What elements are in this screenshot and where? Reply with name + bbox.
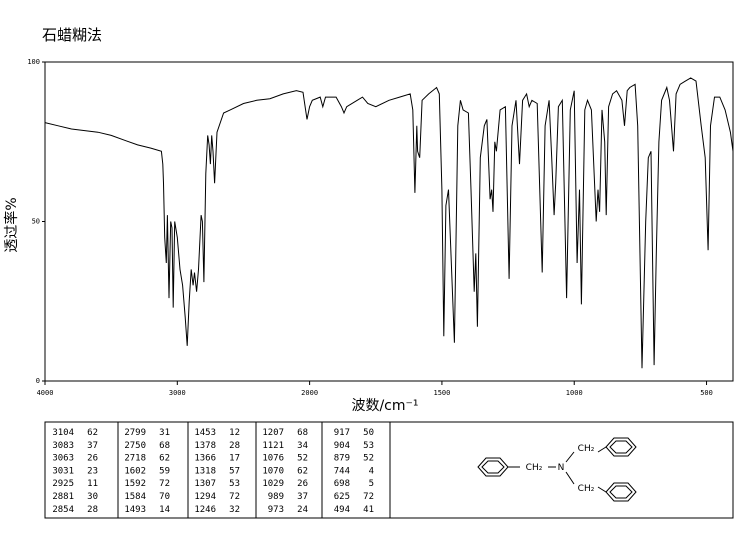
peak-transmittance: 14 <box>159 505 170 515</box>
structure-label: CH₂ <box>578 484 595 494</box>
peak-wavenumber: 3083 <box>52 441 74 451</box>
peak-transmittance: 31 <box>159 428 170 438</box>
peak-wavenumber: 1076 <box>262 454 284 464</box>
peak-wavenumber: 1029 <box>262 479 284 489</box>
peak-wavenumber: 1378 <box>194 441 216 451</box>
peak-transmittance: 62 <box>159 454 170 464</box>
peak-wavenumber: 1246 <box>194 505 216 515</box>
peak-wavenumber: 1584 <box>124 492 146 502</box>
peak-wavenumber: 1592 <box>124 479 146 489</box>
peak-transmittance: 59 <box>159 466 170 476</box>
peak-wavenumber: 3063 <box>52 454 74 464</box>
peak-transmittance: 26 <box>87 454 98 464</box>
spectrum-line <box>44 77 734 369</box>
peak-wavenumber: 1318 <box>194 466 216 476</box>
peak-transmittance: 28 <box>87 505 98 515</box>
peak-wavenumber: 2881 <box>52 492 74 502</box>
peak-wavenumber: 1294 <box>194 492 216 502</box>
structure-label: N <box>558 463 565 473</box>
y-tick-label: 0 <box>36 377 40 385</box>
peak-wavenumber: 1366 <box>194 454 216 464</box>
peak-transmittance: 68 <box>159 441 170 451</box>
peak-wavenumber: 879 <box>334 454 350 464</box>
peak-transmittance: 5 <box>369 479 374 489</box>
peak-transmittance: 37 <box>87 441 98 451</box>
x-axis-label: 波数/cm⁻¹ <box>351 398 418 414</box>
peak-transmittance: 32 <box>229 505 240 515</box>
y-tick-label: 50 <box>32 218 40 226</box>
table-frame <box>44 421 734 519</box>
peak-transmittance: 24 <box>297 505 308 515</box>
peak-wavenumber: 1602 <box>124 466 146 476</box>
peak-wavenumber: 3031 <box>52 466 74 476</box>
peak-wavenumber: 1453 <box>194 428 216 438</box>
structure-label: CH₂ <box>526 463 543 473</box>
structure-drawing <box>477 437 637 502</box>
peak-transmittance: 62 <box>297 466 308 476</box>
peak-transmittance: 50 <box>363 428 374 438</box>
peak-wavenumber: 744 <box>334 466 350 476</box>
peak-transmittance: 72 <box>229 492 240 502</box>
peak-transmittance: 4 <box>369 466 374 476</box>
peak-transmittance: 23 <box>87 466 98 476</box>
peak-transmittance: 17 <box>229 454 240 464</box>
structure-label: CH₂ <box>578 444 595 454</box>
peak-transmittance: 41 <box>363 505 374 515</box>
plot-frame <box>44 61 734 382</box>
peak-transmittance: 34 <box>297 441 308 451</box>
peak-transmittance: 62 <box>87 428 98 438</box>
x-tick-label: 1000 <box>566 389 583 397</box>
x-tick-label: 1500 <box>433 389 450 397</box>
peak-wavenumber: 494 <box>334 505 350 515</box>
peak-wavenumber: 973 <box>268 505 284 515</box>
peak-transmittance: 53 <box>229 479 240 489</box>
column-dividers <box>117 422 391 518</box>
peak-wavenumber: 1307 <box>194 479 216 489</box>
y-tick-label: 100 <box>27 58 40 66</box>
y-axis-label: 透过率% <box>3 197 20 252</box>
peak-wavenumber: 917 <box>334 428 350 438</box>
peak-transmittance: 52 <box>363 454 374 464</box>
peak-wavenumber: 625 <box>334 492 350 502</box>
peak-transmittance: 52 <box>297 454 308 464</box>
peak-wavenumber: 989 <box>268 492 284 502</box>
peak-transmittance: 28 <box>229 441 240 451</box>
peak-wavenumber: 1207 <box>262 428 284 438</box>
peak-transmittance: 26 <box>297 479 308 489</box>
peak-wavenumber: 2718 <box>124 454 146 464</box>
peak-transmittance: 70 <box>159 492 170 502</box>
peak-wavenumber: 1070 <box>262 466 284 476</box>
x-tick-label: 2000 <box>301 389 318 397</box>
peak-wavenumber: 1121 <box>262 441 284 451</box>
peak-wavenumber: 904 <box>334 441 350 451</box>
peak-wavenumber: 2854 <box>52 505 74 515</box>
peak-transmittance: 11 <box>87 479 98 489</box>
peak-transmittance: 37 <box>297 492 308 502</box>
peak-wavenumber: 2925 <box>52 479 74 489</box>
peak-wavenumber: 1493 <box>124 505 146 515</box>
peak-transmittance: 72 <box>159 479 170 489</box>
x-tick-label: 3000 <box>169 389 186 397</box>
peak-transmittance: 57 <box>229 466 240 476</box>
peak-transmittance: 72 <box>363 492 374 502</box>
peak-wavenumber: 2750 <box>124 441 146 451</box>
peak-wavenumber: 2799 <box>124 428 146 438</box>
x-tick-label: 4000 <box>37 389 54 397</box>
peak-transmittance: 68 <box>297 428 308 438</box>
peak-transmittance: 12 <box>229 428 240 438</box>
peak-wavenumber: 3104 <box>52 428 74 438</box>
peak-transmittance: 30 <box>87 492 98 502</box>
x-tick-label: 500 <box>700 389 713 397</box>
chart-title: 石蜡糊法 <box>42 26 102 44</box>
peak-transmittance: 53 <box>363 441 374 451</box>
peak-wavenumber: 698 <box>334 479 350 489</box>
